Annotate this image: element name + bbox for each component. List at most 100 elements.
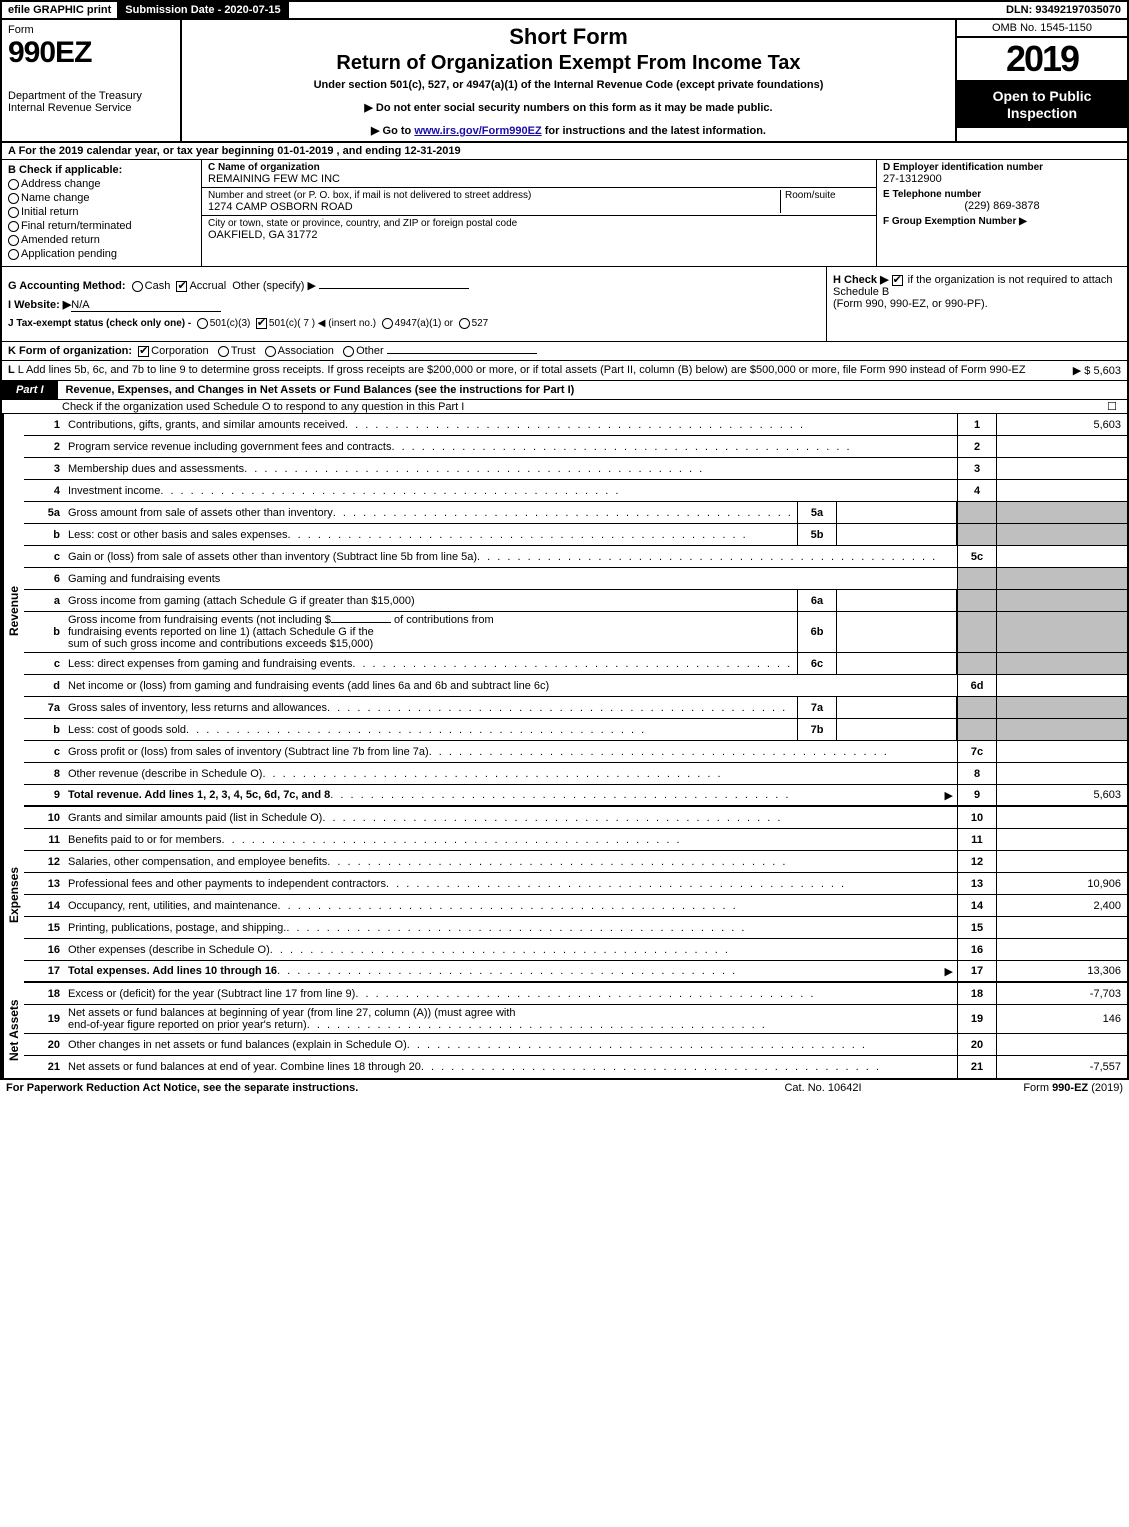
ln11-desc: Benefits paid to or for members xyxy=(64,829,957,850)
ln6-desc: Gaming and fundraising events xyxy=(64,568,957,589)
j-501c-check[interactable] xyxy=(256,318,267,329)
h-check[interactable] xyxy=(892,275,903,286)
chk-initial-return[interactable]: Initial return xyxy=(8,206,195,218)
line-16: 16 Other expenses (describe in Schedule … xyxy=(24,939,1127,961)
j-4947-radio[interactable] xyxy=(382,318,393,329)
ln10-no: 10 xyxy=(24,807,64,828)
efile-print-label[interactable]: efile GRAPHIC print xyxy=(2,2,119,18)
i-label: I Website: ▶ xyxy=(8,299,71,311)
ln4-desc: Investment income xyxy=(64,480,957,501)
ln7c-amt xyxy=(997,741,1127,762)
line-21: 21 Net assets or fund balances at end of… xyxy=(24,1056,1127,1078)
ln6c-col-grey xyxy=(957,653,997,674)
e-label: E Telephone number xyxy=(883,189,1121,200)
ln6c-subval xyxy=(837,653,957,674)
line-4: 4 Investment income 4 xyxy=(24,480,1127,502)
addr-label: Number and street (or P. O. box, if mail… xyxy=(208,190,531,201)
netassets-side-label: Net Assets xyxy=(2,983,24,1078)
note-ssn: ▶ Do not enter social security numbers o… xyxy=(190,101,947,114)
ln5c-amt xyxy=(997,546,1127,567)
ln7b-sub: 7b xyxy=(797,719,837,740)
ln13-desc: Professional fees and other payments to … xyxy=(64,873,957,894)
ln6d-col: 6d xyxy=(957,675,997,696)
ln6a-desc: Gross income from gaming (attach Schedul… xyxy=(64,590,797,611)
ln2-amt xyxy=(997,436,1127,457)
ln6c-no: c xyxy=(24,653,64,674)
ln10-desc: Grants and similar amounts paid (list in… xyxy=(64,807,957,828)
org-name-row: C Name of organization REMAINING FEW MC … xyxy=(202,160,876,188)
part1-label: Part I xyxy=(2,381,58,399)
tax-year: 2019 xyxy=(957,38,1127,82)
ln9-col: 9 xyxy=(957,785,997,805)
ln20-amt xyxy=(997,1034,1127,1055)
ln3-desc: Membership dues and assessments xyxy=(64,458,957,479)
gi-left: G Accounting Method: Cash Accrual Other … xyxy=(2,267,827,341)
city-val: OAKFIELD, GA 31772 xyxy=(208,229,317,241)
ln4-col: 4 xyxy=(957,480,997,501)
g-accrual-check[interactable] xyxy=(176,281,187,292)
ln20-desc: Other changes in net assets or fund bala… xyxy=(64,1034,957,1055)
k-corp-check[interactable] xyxy=(138,346,149,357)
ln14-col: 14 xyxy=(957,895,997,916)
line-6b: b Gross income from fundraising events (… xyxy=(24,612,1127,653)
chk-amended-return[interactable]: Amended return xyxy=(8,234,195,246)
box-d: D Employer identification number 27-1312… xyxy=(883,162,1121,185)
j-527-radio[interactable] xyxy=(459,318,470,329)
ln15-col: 15 xyxy=(957,917,997,938)
g-cash-radio[interactable] xyxy=(132,281,143,292)
k-other-blank[interactable] xyxy=(387,353,537,354)
ln18-col: 18 xyxy=(957,983,997,1004)
ln20-col: 20 xyxy=(957,1034,997,1055)
submission-date-button[interactable]: Submission Date - 2020-07-15 xyxy=(119,2,288,18)
chk-application-pending[interactable]: Application pending xyxy=(8,248,195,260)
ln14-desc: Occupancy, rent, utilities, and maintena… xyxy=(64,895,957,916)
ln5b-amt-grey xyxy=(997,524,1127,545)
j-501c3: 501(c)(3) xyxy=(210,318,251,329)
ln19-desc: Net assets or fund balances at beginning… xyxy=(64,1005,957,1033)
chk-name-change[interactable]: Name change xyxy=(8,192,195,204)
ln6b-desc: Gross income from fundraising events (no… xyxy=(64,612,797,652)
box-e: E Telephone number (229) 869-3878 xyxy=(883,189,1121,212)
revenue-side-label: Revenue xyxy=(2,414,24,807)
part1-checkbox[interactable]: ☐ xyxy=(1097,400,1127,413)
chk-address-change[interactable]: Address change xyxy=(8,178,195,190)
ln6c-sub: 6c xyxy=(797,653,837,674)
line-1: 1 Contributions, gifts, grants, and simi… xyxy=(24,414,1127,436)
l-amount: ▶ $ 5,603 xyxy=(1041,364,1121,377)
j-501c3-radio[interactable] xyxy=(197,318,208,329)
ln7a-no: 7a xyxy=(24,697,64,718)
org-name: REMAINING FEW MC INC xyxy=(208,173,340,185)
ln17-col: 17 xyxy=(957,961,997,981)
title-short-form: Short Form xyxy=(190,24,947,50)
irs-label: Internal Revenue Service xyxy=(8,102,174,114)
ln6c-desc: Less: direct expenses from gaming and fu… xyxy=(64,653,797,674)
line-7a: 7a Gross sales of inventory, less return… xyxy=(24,697,1127,719)
ln12-no: 12 xyxy=(24,851,64,872)
page-footer: For Paperwork Reduction Act Notice, see … xyxy=(0,1080,1129,1096)
g-other-blank[interactable] xyxy=(319,288,469,289)
j-527: 527 xyxy=(472,318,489,329)
line-6: 6 Gaming and fundraising events xyxy=(24,568,1127,590)
k-trust-radio[interactable] xyxy=(218,346,229,357)
ln21-col: 21 xyxy=(957,1056,997,1078)
ln8-desc: Other revenue (describe in Schedule O) xyxy=(64,763,957,784)
irs-link[interactable]: www.irs.gov/Form990EZ xyxy=(414,125,541,137)
ln5b-subval xyxy=(837,524,957,545)
dln-label: DLN: 93492197035070 xyxy=(1000,2,1127,18)
ln2-no: 2 xyxy=(24,436,64,457)
chk-final-return[interactable]: Final return/terminated xyxy=(8,220,195,232)
line-7b: b Less: cost of goods sold 7b xyxy=(24,719,1127,741)
k-other-radio[interactable] xyxy=(343,346,354,357)
line-9: 9 Total revenue. Add lines 1, 2, 3, 4, 5… xyxy=(24,785,1127,807)
box-f: F Group Exemption Number ▶ xyxy=(883,216,1121,227)
ln12-amt xyxy=(997,851,1127,872)
line-19: 19 Net assets or fund balances at beginn… xyxy=(24,1005,1127,1034)
k-assoc-radio[interactable] xyxy=(265,346,276,357)
k-corp: Corporation xyxy=(151,345,208,357)
g-accrual: Accrual xyxy=(189,280,226,292)
note-link: ▶ Go to www.irs.gov/Form990EZ for instru… xyxy=(190,124,947,137)
d-label: D Employer identification number xyxy=(883,162,1121,173)
line-11: 11 Benefits paid to or for members 11 xyxy=(24,829,1127,851)
note-post: for instructions and the latest informat… xyxy=(542,125,766,137)
row-l: L L Add lines 5b, 6c, and 7b to line 9 t… xyxy=(0,361,1129,381)
